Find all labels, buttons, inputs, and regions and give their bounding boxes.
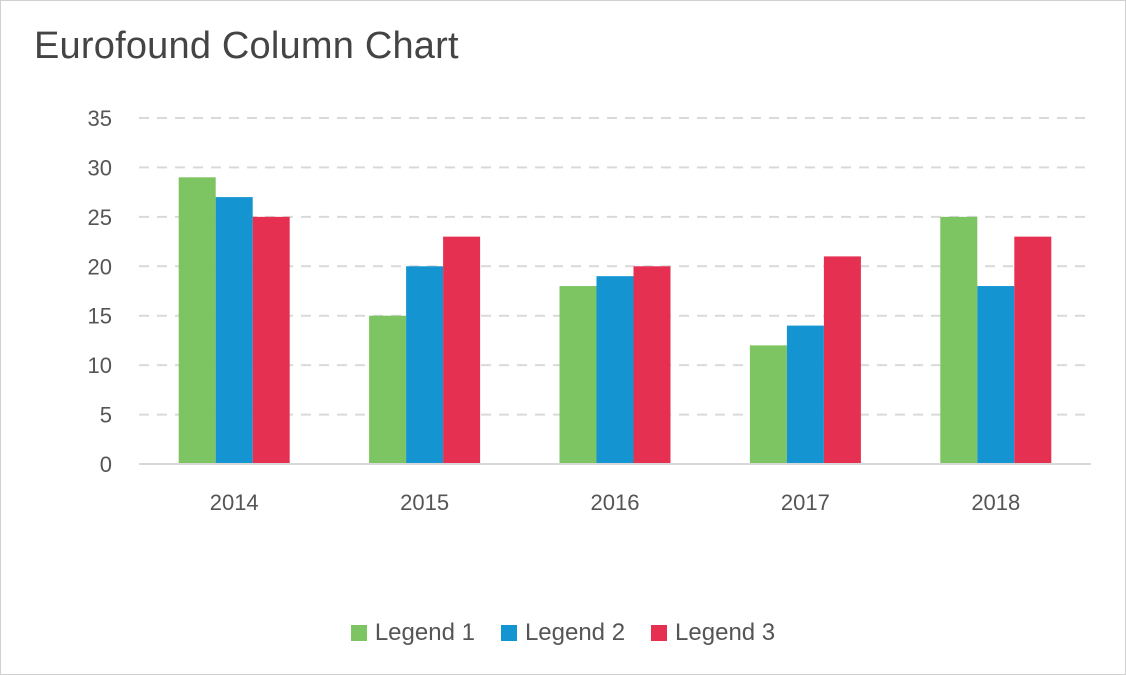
y-tick-label: 20 (88, 254, 112, 279)
bar-2014-series-1 (178, 177, 216, 465)
x-tick-label: 2017 (781, 490, 830, 515)
x-tick-label: 2015 (400, 490, 449, 515)
y-tick-label: 0 (100, 452, 112, 477)
legend-swatch (350, 625, 367, 641)
legend-label: Legend 1 (374, 619, 475, 646)
bar-2017-series-3 (823, 256, 861, 464)
chart-title: Eurofound Column Chart (34, 25, 459, 67)
chart-legend: Legend 1 Legend 2 Legend 3 (1, 619, 1125, 647)
x-tick-label: 2018 (971, 490, 1020, 515)
x-tick-label: 2014 (210, 490, 259, 515)
bar-2018-series-2 (977, 286, 1015, 464)
legend-swatch (500, 625, 517, 641)
legend-item: Legend 2 (500, 619, 626, 647)
bar-2014-series-3 (252, 216, 290, 464)
bar-2018-series-3 (1014, 236, 1052, 464)
bar-2015-series-3 (443, 236, 481, 464)
bar-2017-series-1 (749, 345, 787, 464)
bar-2016-series-1 (559, 286, 597, 464)
y-tick-label: 10 (88, 353, 112, 378)
legend-item: Legend 1 (350, 619, 475, 647)
bar-2014-series-2 (215, 197, 253, 465)
bar-2017-series-2 (786, 325, 824, 464)
bar-2018-series-1 (940, 216, 978, 464)
x-tick-label: 2016 (591, 490, 640, 515)
y-tick-label: 15 (88, 304, 112, 329)
y-tick-label: 25 (88, 205, 112, 230)
bar-2015-series-2 (406, 266, 444, 464)
y-tick-label: 5 (100, 403, 112, 428)
bar-2015-series-1 (369, 315, 407, 464)
legend-label: Legend 3 (675, 619, 776, 646)
y-tick-label: 30 (88, 155, 112, 180)
legend-item: Legend 3 (651, 619, 775, 647)
legend-label: Legend 2 (524, 619, 626, 646)
legend-swatch (651, 625, 668, 641)
bar-2016-series-2 (596, 276, 634, 464)
bar-2016-series-3 (633, 266, 671, 464)
y-tick-label: 35 (88, 106, 112, 131)
